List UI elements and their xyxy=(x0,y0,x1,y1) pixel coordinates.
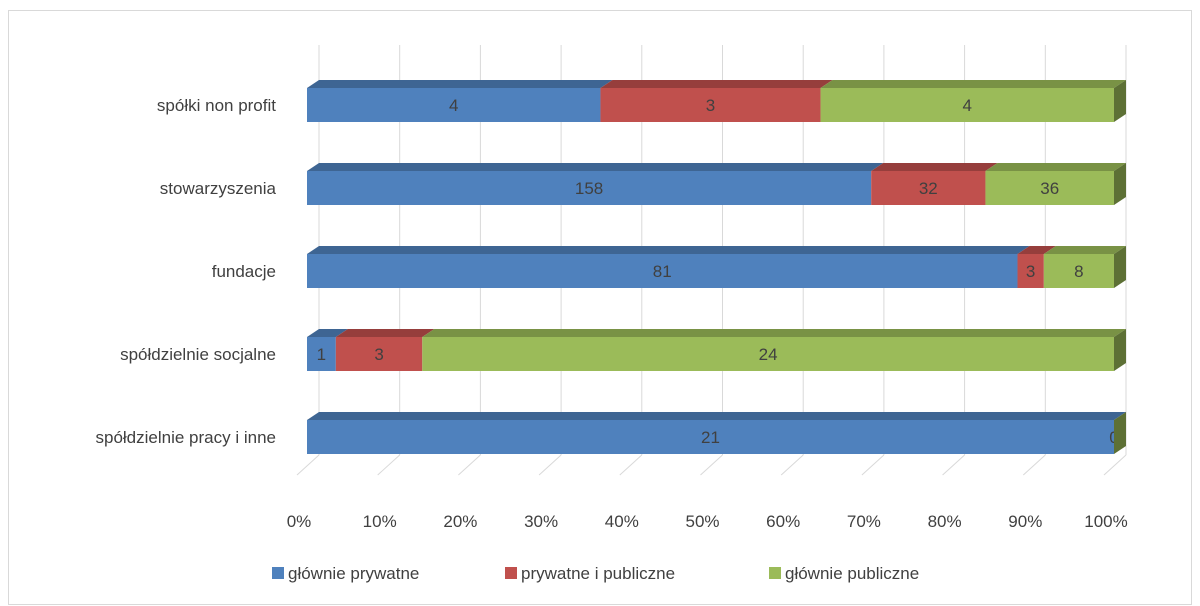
legend-swatch xyxy=(769,567,781,579)
bar-front-face xyxy=(985,171,1114,205)
bar-front-face xyxy=(1017,254,1044,288)
category-label: spółki non profit xyxy=(157,96,276,115)
data-label: 24 xyxy=(759,345,778,364)
gridline-floor xyxy=(942,454,965,476)
bar-side-face xyxy=(1114,246,1126,288)
bar-segment: 3 xyxy=(335,329,435,371)
data-label: 4 xyxy=(449,96,458,115)
data-label: 32 xyxy=(919,179,938,198)
legend-label: prywatne i publiczne xyxy=(521,564,675,583)
data-label: 158 xyxy=(575,179,603,198)
category-label: spółdzielnie socjalne xyxy=(120,345,276,364)
bar-segment: 3 xyxy=(1017,246,1056,288)
data-label: 36 xyxy=(1040,179,1059,198)
bar-segment: 81 xyxy=(307,246,1030,288)
bar-segment: 21 xyxy=(307,412,1126,454)
bar-front-face xyxy=(307,337,336,371)
data-label: 3 xyxy=(374,345,383,364)
x-tick-label: 10% xyxy=(363,512,397,531)
bar-segment: 4 xyxy=(820,80,1126,122)
legend-label: głównie prywatne xyxy=(288,564,419,583)
x-tick-label: 100% xyxy=(1084,512,1127,531)
bar-front-face xyxy=(307,254,1018,288)
bar-segment: 158 xyxy=(307,163,884,205)
bar-front-face xyxy=(422,337,1114,371)
bar-front-face xyxy=(820,88,1114,122)
x-tick-label: 70% xyxy=(847,512,881,531)
bar-top-face xyxy=(600,80,833,88)
x-tick-label: 60% xyxy=(766,512,800,531)
data-label: 8 xyxy=(1074,262,1083,281)
data-label: 4 xyxy=(963,96,972,115)
bar-segment: 3 xyxy=(600,80,833,122)
legend-swatch xyxy=(272,567,284,579)
bar-segment: 36 xyxy=(985,163,1126,205)
bar-segment: 1 xyxy=(307,329,348,371)
bar-top-face xyxy=(307,329,348,337)
x-tick-label: 40% xyxy=(605,512,639,531)
bar-front-face xyxy=(1043,254,1114,288)
bar-front-face xyxy=(307,420,1114,454)
bar-side-face xyxy=(1114,412,1126,454)
category-label: fundacje xyxy=(212,262,276,281)
bar-top-face xyxy=(985,163,1126,171)
x-tick-label: 20% xyxy=(443,512,477,531)
bar-front-face xyxy=(307,171,872,205)
bar-side-face xyxy=(1114,163,1126,205)
gridline-floor xyxy=(861,454,885,476)
gridline-floor xyxy=(1022,454,1046,476)
legend-item: głównie prywatne xyxy=(272,564,419,583)
gridline-floor xyxy=(538,454,562,476)
data-label: 81 xyxy=(653,262,672,281)
data-label: 1 xyxy=(317,345,326,364)
legend-label: głównie publiczne xyxy=(785,564,919,583)
gridline-floor xyxy=(780,454,804,476)
bar-top-face xyxy=(1017,246,1056,254)
bar-side-face xyxy=(1114,329,1126,371)
bar-top-face xyxy=(307,246,1030,254)
bar-segment: 8 xyxy=(1043,246,1126,288)
x-tick-label: 0% xyxy=(287,512,312,531)
bar-top-face xyxy=(1043,246,1126,254)
bar-top-face xyxy=(820,80,1126,88)
gridline-floor xyxy=(619,454,643,476)
gridline-floor xyxy=(458,454,481,476)
data-label: 21 xyxy=(701,428,720,447)
bar-top-face xyxy=(871,163,998,171)
bar-top-face xyxy=(422,329,1126,337)
data-label: 3 xyxy=(706,96,715,115)
bar-segment: 24 xyxy=(422,329,1126,371)
category-label: stowarzyszenia xyxy=(160,179,277,198)
gridline-floor xyxy=(700,454,723,476)
bar-top-face xyxy=(307,163,884,171)
data-label: 3 xyxy=(1026,262,1035,281)
bar-side-face xyxy=(1114,80,1126,122)
x-tick-label: 80% xyxy=(928,512,962,531)
legend-swatch xyxy=(505,567,517,579)
gridline-floor xyxy=(377,454,401,476)
gridline-floor xyxy=(296,454,320,476)
bar-front-face xyxy=(871,171,986,205)
x-tick-label: 50% xyxy=(685,512,719,531)
legend-item: prywatne i publiczne xyxy=(505,564,675,583)
bar-top-face xyxy=(307,80,613,88)
bar-front-face xyxy=(307,88,601,122)
legend-item: głównie publiczne xyxy=(769,564,919,583)
bar-segment: 4 xyxy=(307,80,613,122)
bar-segment: 32 xyxy=(871,163,998,205)
gridline-floor xyxy=(1103,454,1127,476)
x-tick-label: 30% xyxy=(524,512,558,531)
bar-top-face xyxy=(335,329,435,337)
category-label: spółdzielnie pracy i inne xyxy=(96,428,277,447)
x-tick-label: 90% xyxy=(1008,512,1042,531)
bar-top-face xyxy=(307,412,1126,420)
bar-front-face xyxy=(335,337,423,371)
bar-front-face xyxy=(600,88,821,122)
